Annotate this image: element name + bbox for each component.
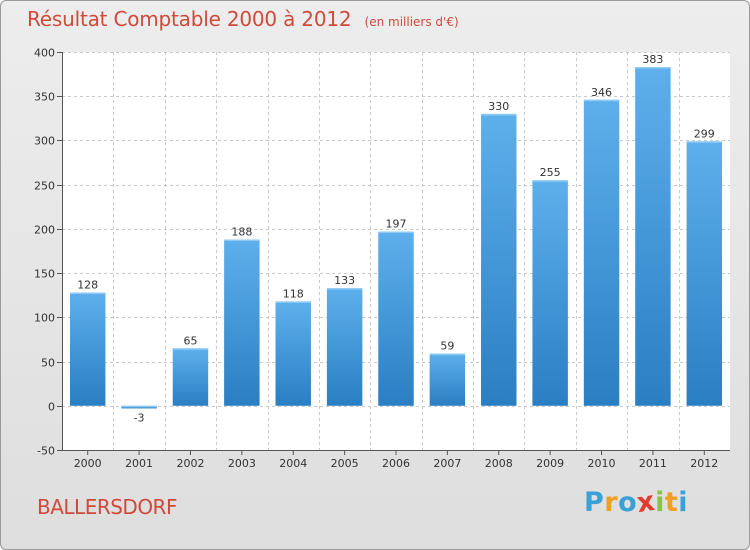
data-label: 118 bbox=[283, 287, 304, 300]
logo-letter: r bbox=[604, 487, 619, 518]
x-tick-label: 2002 bbox=[176, 457, 204, 470]
bars bbox=[69, 67, 723, 409]
bar bbox=[224, 239, 260, 406]
data-label: 255 bbox=[540, 166, 561, 179]
x-tick-label: 2005 bbox=[331, 457, 359, 470]
title-row: Résultat Comptable 2000 à 2012 (en milli… bbox=[27, 7, 459, 31]
y-tick-label: 350 bbox=[34, 91, 55, 104]
data-label: 383 bbox=[642, 53, 663, 66]
bar bbox=[532, 180, 568, 406]
chart-subtitle: (en milliers d'€) bbox=[364, 15, 459, 29]
bar bbox=[326, 288, 363, 406]
bar-highlight bbox=[326, 288, 363, 290]
bar-highlight bbox=[121, 405, 157, 408]
proxiti-logo: Proxiti bbox=[584, 485, 689, 520]
logo-letter: t bbox=[664, 487, 679, 518]
bar bbox=[172, 348, 209, 406]
logo-letter: i bbox=[678, 487, 689, 518]
x-tick-label: 2010 bbox=[588, 457, 616, 470]
bar-highlight bbox=[378, 231, 414, 234]
bar-highlight bbox=[69, 292, 106, 295]
bar-highlight bbox=[635, 67, 671, 69]
x-tick-label: 2008 bbox=[485, 457, 513, 470]
bar bbox=[635, 67, 671, 406]
x-tick-label: 2004 bbox=[279, 457, 307, 470]
data-label: 59 bbox=[440, 340, 454, 353]
data-label: 330 bbox=[488, 100, 509, 113]
data-label: 197 bbox=[386, 218, 407, 231]
bar-highlight bbox=[172, 348, 209, 350]
y-tick-label: 250 bbox=[34, 180, 55, 193]
labels: 128 -3 65 188 118 133 197 59 330 255 346 383 299 bbox=[77, 53, 715, 424]
grid-lines bbox=[62, 52, 730, 451]
bar-highlight bbox=[532, 180, 568, 182]
x-tick-label: 2001 bbox=[125, 457, 153, 470]
bar-highlight bbox=[481, 113, 517, 116]
logo-letter: o bbox=[618, 487, 638, 518]
bar bbox=[378, 231, 414, 406]
y-tick-label: 300 bbox=[34, 135, 55, 148]
bar-highlight bbox=[429, 353, 466, 356]
location-name: BALLERSDORF bbox=[37, 495, 177, 519]
y-tick-label: 100 bbox=[34, 312, 55, 325]
data-label: 133 bbox=[334, 274, 355, 287]
data-label: 299 bbox=[694, 127, 715, 140]
chart-title: Résultat Comptable 2000 à 2012 bbox=[27, 7, 352, 31]
bar bbox=[275, 301, 311, 406]
bar bbox=[429, 353, 466, 406]
bar-highlight bbox=[583, 99, 620, 102]
y-tick-label: 50 bbox=[41, 357, 55, 370]
logo-letter: i bbox=[655, 487, 665, 518]
bar bbox=[481, 113, 517, 406]
y-tick-label: 0 bbox=[48, 401, 55, 414]
y-tick-label: -50 bbox=[37, 445, 55, 458]
x-tick-label: 2009 bbox=[536, 457, 564, 470]
y-tick-label: 200 bbox=[34, 224, 55, 237]
data-label: 346 bbox=[591, 86, 612, 99]
x-tick-label: 2003 bbox=[228, 457, 256, 470]
axes: -50 0 50 100 150 200 250 300 350 400 2000 2001 2002 2… bbox=[34, 47, 730, 470]
x-tick-label: 2006 bbox=[382, 457, 410, 470]
bar bbox=[583, 99, 620, 406]
x-tick-label: 2007 bbox=[433, 457, 461, 470]
data-label: 65 bbox=[183, 334, 197, 347]
bar bbox=[69, 292, 106, 406]
x-tick-label: 2000 bbox=[74, 457, 102, 470]
data-label: 188 bbox=[231, 226, 252, 239]
data-label: 128 bbox=[77, 279, 98, 292]
y-tick-label: 400 bbox=[34, 47, 55, 60]
bar-highlight bbox=[686, 141, 723, 143]
bar bbox=[686, 141, 723, 406]
y-tick-label: 150 bbox=[34, 268, 55, 281]
bar-highlight bbox=[275, 301, 311, 303]
bar-highlight bbox=[224, 239, 260, 242]
x-tick-label: 2012 bbox=[690, 457, 718, 470]
data-label: -3 bbox=[134, 411, 145, 424]
logo-letter: P bbox=[584, 487, 605, 518]
x-tick-label: 2011 bbox=[639, 457, 667, 470]
logo-letter: x bbox=[635, 485, 658, 520]
